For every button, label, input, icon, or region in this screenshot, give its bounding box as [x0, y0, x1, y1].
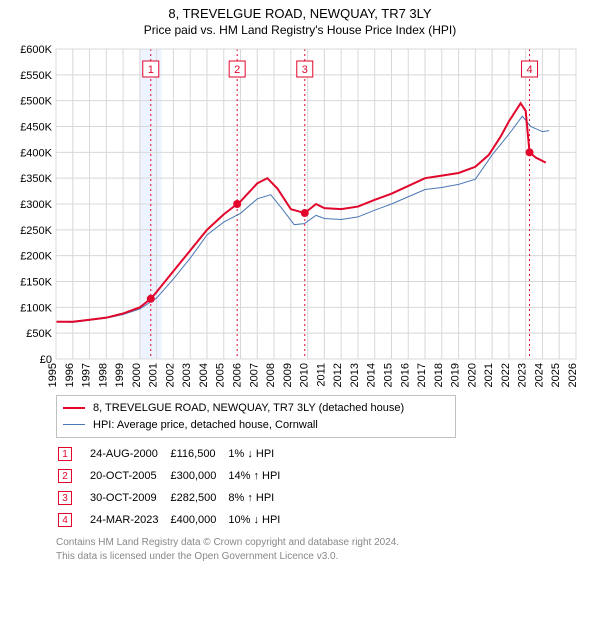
svg-text:1998: 1998 [97, 363, 109, 387]
svg-text:2016: 2016 [399, 363, 411, 387]
page-title: 8, TREVELGUE ROAD, NEWQUAY, TR7 3LY [12, 6, 588, 21]
footer-line: Contains HM Land Registry data © Crown c… [56, 536, 588, 550]
sale-date: 20-OCT-2005 [90, 466, 168, 486]
sale-marker-icon: 1 [58, 447, 72, 461]
svg-text:2011: 2011 [315, 363, 327, 387]
table-row: 2 20-OCT-2005£300,00014% ↑ HPI [58, 466, 290, 486]
svg-text:4: 4 [526, 64, 532, 76]
svg-text:2015: 2015 [382, 363, 394, 387]
svg-text:£400K: £400K [20, 147, 52, 159]
sale-date: 24-AUG-2000 [90, 444, 168, 464]
svg-text:1999: 1999 [114, 363, 126, 387]
footer-line: This data is licensed under the Open Gov… [56, 550, 588, 564]
svg-text:1: 1 [148, 64, 154, 76]
svg-text:2019: 2019 [450, 363, 462, 387]
svg-text:£350K: £350K [20, 173, 52, 185]
legend-label: 8, TREVELGUE ROAD, NEWQUAY, TR7 3LY (det… [93, 400, 404, 417]
svg-text:£300K: £300K [20, 199, 52, 211]
svg-text:£200K: £200K [20, 251, 52, 263]
svg-text:2023: 2023 [517, 363, 529, 387]
svg-text:2014: 2014 [366, 363, 378, 387]
svg-text:2013: 2013 [349, 363, 361, 387]
svg-text:2007: 2007 [248, 363, 260, 387]
sale-diff: 10% ↓ HPI [228, 510, 290, 530]
svg-text:2017: 2017 [416, 363, 428, 387]
sale-diff: 1% ↓ HPI [228, 444, 290, 464]
svg-text:£550K: £550K [20, 70, 52, 82]
svg-text:2026: 2026 [567, 363, 579, 387]
svg-text:2001: 2001 [148, 363, 160, 387]
sale-marker-icon: 4 [58, 513, 72, 527]
svg-text:3: 3 [302, 64, 308, 76]
svg-text:2021: 2021 [483, 363, 495, 387]
svg-text:£500K: £500K [20, 96, 52, 108]
svg-text:1997: 1997 [81, 363, 93, 387]
svg-text:2006: 2006 [232, 363, 244, 387]
price-chart: £0£50K£100K£150K£200K£250K£300K£350K£400… [12, 43, 588, 389]
svg-text:1996: 1996 [64, 363, 76, 387]
legend-item: HPI: Average price, detached house, Corn… [63, 417, 449, 434]
sales-table: 1 24-AUG-2000£116,5001% ↓ HPI 2 20-OCT-2005… [56, 442, 292, 532]
legend: 8, TREVELGUE ROAD, NEWQUAY, TR7 3LY (det… [56, 395, 456, 438]
svg-text:2018: 2018 [433, 363, 445, 387]
svg-text:2020: 2020 [466, 363, 478, 387]
legend-label: HPI: Average price, detached house, Corn… [93, 417, 318, 434]
table-row: 1 24-AUG-2000£116,5001% ↓ HPI [58, 444, 290, 464]
svg-text:2000: 2000 [131, 363, 143, 387]
svg-text:£450K: £450K [20, 122, 52, 134]
sale-price: £400,000 [170, 510, 226, 530]
svg-text:2: 2 [234, 64, 240, 76]
sale-price: £300,000 [170, 466, 226, 486]
svg-text:£50K: £50K [26, 328, 52, 340]
svg-text:1995: 1995 [47, 363, 59, 387]
svg-text:£600K: £600K [20, 44, 52, 56]
footer: Contains HM Land Registry data © Crown c… [56, 536, 588, 563]
sale-date: 30-OCT-2009 [90, 488, 168, 508]
legend-swatch [63, 424, 85, 425]
sale-price: £282,500 [170, 488, 226, 508]
svg-text:2004: 2004 [198, 363, 210, 387]
svg-text:2025: 2025 [550, 363, 562, 387]
svg-text:£250K: £250K [20, 225, 52, 237]
table-row: 3 30-OCT-2009£282,5008% ↑ HPI [58, 488, 290, 508]
svg-text:2009: 2009 [282, 363, 294, 387]
sale-diff: 8% ↑ HPI [228, 488, 290, 508]
sale-date: 24-MAR-2023 [90, 510, 168, 530]
page-subtitle: Price paid vs. HM Land Registry's House … [12, 23, 588, 37]
legend-swatch [63, 407, 85, 409]
sale-marker-icon: 2 [58, 469, 72, 483]
sale-price: £116,500 [170, 444, 226, 464]
legend-item: 8, TREVELGUE ROAD, NEWQUAY, TR7 3LY (det… [63, 400, 449, 417]
svg-text:2003: 2003 [181, 363, 193, 387]
svg-text:£100K: £100K [20, 302, 52, 314]
svg-text:2010: 2010 [299, 363, 311, 387]
sale-marker-icon: 3 [58, 491, 72, 505]
svg-text:2022: 2022 [500, 363, 512, 387]
sale-diff: 14% ↑ HPI [228, 466, 290, 486]
svg-text:2005: 2005 [215, 363, 227, 387]
chart-container: £0£50K£100K£150K£200K£250K£300K£350K£400… [12, 43, 588, 389]
svg-text:2012: 2012 [332, 363, 344, 387]
svg-text:£150K: £150K [20, 277, 52, 289]
table-row: 4 24-MAR-2023£400,00010% ↓ HPI [58, 510, 290, 530]
svg-text:2008: 2008 [265, 363, 277, 387]
svg-text:2024: 2024 [533, 363, 545, 387]
svg-text:2002: 2002 [164, 363, 176, 387]
